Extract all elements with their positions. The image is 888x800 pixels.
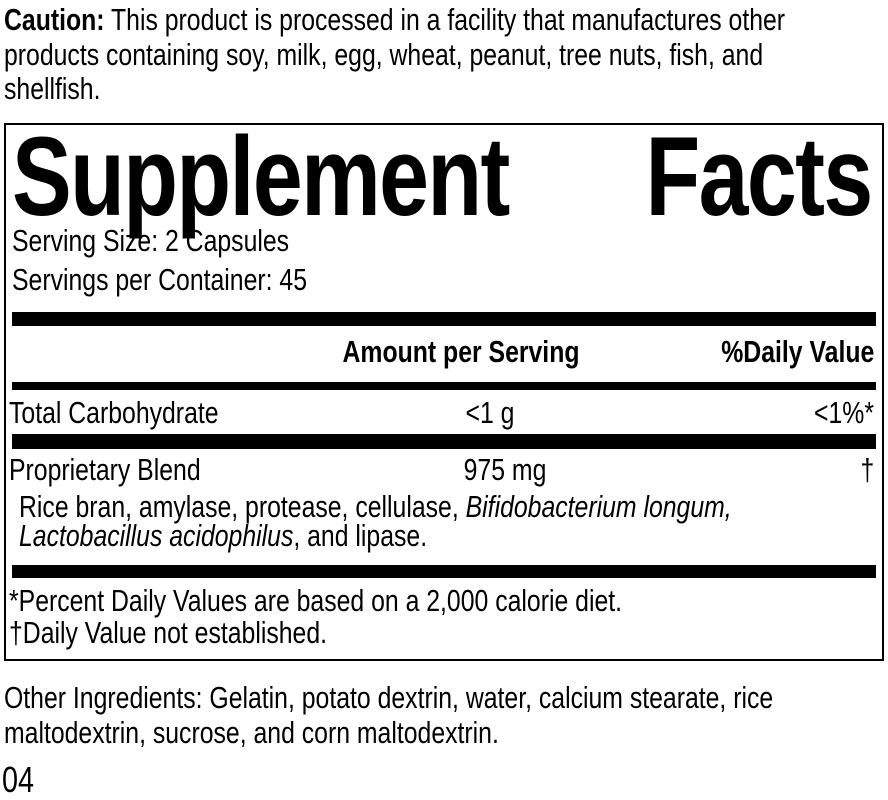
caution-line-2: products containing soy, milk, egg, whea… [4,37,764,72]
nutrient-amount: 975 mg [463,452,547,487]
blend-description-line-2: Lactobacillus acidophilus, and lipase. [19,520,427,551]
thick-divider-bar-3 [12,565,876,578]
column-header-daily-value: %Daily Value [720,334,874,369]
thick-divider-bar-2 [12,434,876,449]
thick-divider-bar-1 [12,312,876,326]
nutrient-daily-value: <1%* [814,395,874,430]
blend-description-regular: Rice bran, amylase, protease, cellulase, [19,489,466,524]
caution-label: Caution: [4,2,105,37]
caution-line-1: Caution: This product is processed in a … [4,4,785,35]
nutrient-name: Proprietary Blend [9,452,201,487]
supplement-facts-panel: Supplement Facts Serving Size: 2 Capsule… [4,114,884,661]
label-code: 04 [2,759,35,800]
servings-per-container-text: Servings per Container: 45 [12,262,308,297]
panel-title-word-facts: Facts [645,114,874,239]
caution-line-1-text: This product is processed in a facility … [104,2,786,37]
footnote-daily-value-not-established: †Daily Value not established. [9,615,328,650]
blend-description-regular-end: , and lipase. [293,518,428,553]
column-header-amount-per-serving: Amount per Serving [342,334,580,369]
blend-species-bifidobacterium: Bifidobacterium longum, [465,489,732,524]
other-ingredients-line-1: Other Ingredients: Gelatin, potato dextr… [4,680,774,715]
serving-size-text: Serving Size: 2 Capsules [12,223,290,258]
nutrient-name: Total Carbohydrate [9,395,219,430]
caution-line-3: shellfish. [4,71,101,106]
footnote-percent-daily-values: *Percent Daily Values are based on a 2,0… [9,583,623,618]
panel-title-word-supplement: Supplement [12,114,510,239]
blend-description-line-1: Rice bran, amylase, protease, cellulase,… [19,491,732,522]
blend-species-lactobacillus: Lactobacillus acidophilus [19,518,294,553]
thin-divider-bar [12,382,876,390]
nutrient-daily-value: † [860,452,874,487]
nutrient-amount: <1 g [465,395,515,430]
other-ingredients-line-2: maltodextrin, sucrose, and corn maltodex… [4,715,499,750]
